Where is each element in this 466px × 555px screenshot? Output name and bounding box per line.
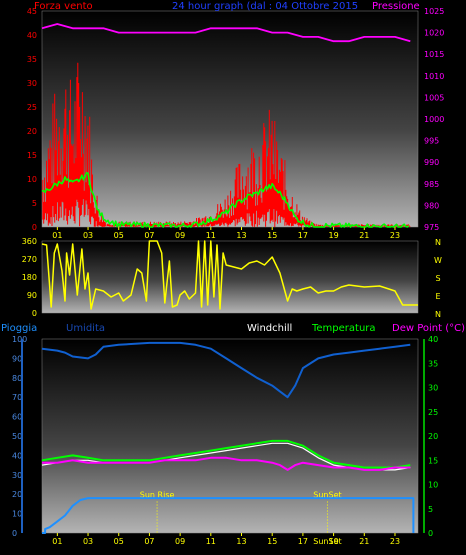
top-x-tick: 15 <box>267 231 277 240</box>
humidity-y-tick: 70 <box>12 393 22 402</box>
pressure-y-tick: 1015 <box>424 50 444 59</box>
humidity-y-tick: 40 <box>12 451 22 460</box>
temperature-y-tick: 15 <box>428 456 438 465</box>
humidity-y-tick: 20 <box>12 490 22 499</box>
windchill-axis-title: Windchill <box>247 323 292 334</box>
temperature-y-tick: 5 <box>428 505 433 514</box>
humidity-y-tick: 100 <box>12 335 27 344</box>
pressure-y-tick: 995 <box>424 137 439 146</box>
temperature-y-tick: 35 <box>428 359 438 368</box>
bottom-x-tick: 07 <box>144 537 154 546</box>
sunset-bottom-label: SunSet <box>313 537 341 546</box>
wind-y-tick: 0 <box>32 223 37 232</box>
pressure-y-tick: 1005 <box>424 93 444 102</box>
temperature-y-tick: 25 <box>428 408 438 417</box>
direction-y-tick: 180 <box>22 273 37 282</box>
axes-layer: 0510152025303540459759809859909951000100… <box>12 7 444 546</box>
dewpoint-series <box>42 456 411 471</box>
humidity-y-tick: 0 <box>12 529 17 538</box>
wind-y-tick: 5 <box>32 199 37 208</box>
pressure-y-tick: 980 <box>424 201 439 210</box>
direction-y-tick: 270 <box>22 255 37 264</box>
bottom-x-tick: 03 <box>83 537 93 546</box>
direction-y-tick: 90 <box>27 291 37 300</box>
pressure-series <box>41 23 411 43</box>
compass-label: W <box>434 256 442 265</box>
wind-axis-title: Forza vento <box>34 1 93 12</box>
top-x-tick: 21 <box>359 231 369 240</box>
wind-y-tick: 30 <box>27 79 37 88</box>
compass-label: N <box>435 238 441 247</box>
wind-y-tick: 25 <box>27 103 37 112</box>
top-x-tick: 01 <box>52 231 62 240</box>
bottom-x-tick: 09 <box>175 537 185 546</box>
top-x-tick: 07 <box>144 231 154 240</box>
pressure-y-tick: 985 <box>424 180 439 189</box>
top-x-tick: 17 <box>298 231 308 240</box>
top-x-tick: 13 <box>236 231 246 240</box>
humidity-y-tick: 10 <box>12 510 22 519</box>
bottom-panel-background <box>41 338 419 534</box>
humidity-y-tick: 90 <box>12 354 22 363</box>
sun-rise-label: Sun Rise <box>140 491 175 500</box>
rain-series <box>42 497 415 534</box>
bottom-x-tick: 05 <box>114 537 124 546</box>
top-x-tick: 19 <box>328 231 338 240</box>
temperature-y-tick: 20 <box>428 432 438 441</box>
temperature-series <box>41 439 411 469</box>
humidity-series <box>41 341 411 399</box>
direction-y-tick: 360 <box>22 237 37 246</box>
wind-y-tick: 15 <box>27 151 37 160</box>
pressure-y-tick: 990 <box>424 158 439 167</box>
temperature-y-tick: 30 <box>428 384 438 393</box>
wind-y-tick: 20 <box>27 127 37 136</box>
top-x-tick: 23 <box>390 231 400 240</box>
top-x-tick: 09 <box>175 231 185 240</box>
pressure-axis-title: Pressione <box>372 1 420 12</box>
pressure-y-tick: 1000 <box>424 115 444 124</box>
top-panel-background <box>41 10 419 228</box>
direction-y-tick: 0 <box>32 309 37 318</box>
bottom-x-tick: 01 <box>52 537 62 546</box>
pressure-y-tick: 1020 <box>424 29 444 38</box>
wind-y-tick: 40 <box>27 31 37 40</box>
wind-y-tick: 45 <box>27 7 37 16</box>
wind-average-series <box>41 171 410 228</box>
temperature-y-tick: 10 <box>428 481 438 490</box>
compass-label: E <box>435 292 440 301</box>
pressure-y-tick: 1010 <box>424 72 444 81</box>
mid-panel-background <box>41 240 419 314</box>
top-x-tick: 11 <box>206 231 216 240</box>
humidity-y-tick: 80 <box>12 374 22 383</box>
rain-axis-title: Pioggia <box>1 323 37 334</box>
humidity-y-tick: 30 <box>12 471 22 480</box>
bottom-x-tick: 23 <box>390 537 400 546</box>
pressure-y-tick: 975 <box>424 223 439 232</box>
wind-y-tick: 10 <box>27 175 37 184</box>
chart-title: 24 hour graph (dal : 04 Ottobre 2015 <box>172 1 358 12</box>
humidity-y-tick: 50 <box>12 432 22 441</box>
top-x-tick: 05 <box>114 231 124 240</box>
series-layer <box>41 23 418 534</box>
temperature-axis-title: Temperatura <box>311 323 376 334</box>
temperature-y-tick: 40 <box>428 335 438 344</box>
humidity-axis-title: Umidita <box>66 323 105 334</box>
wind-direction-series <box>41 240 418 310</box>
bottom-x-tick: 19 <box>328 537 338 546</box>
sun-set-label: SunSet <box>313 491 341 500</box>
top-x-tick: 03 <box>83 231 93 240</box>
compass-label: S <box>435 274 440 283</box>
bottom-x-tick: 17 <box>298 537 308 546</box>
bottom-x-tick: 15 <box>267 537 277 546</box>
bottom-x-tick: 11 <box>206 537 216 546</box>
bottom-x-tick: 21 <box>359 537 369 546</box>
dewpoint-axis-title: Dew Point (°C) <box>392 323 465 334</box>
humidity-y-tick: 60 <box>12 413 22 422</box>
compass-label: N <box>435 310 441 319</box>
temperature-y-tick: 0 <box>428 529 433 538</box>
pressure-y-tick: 1025 <box>424 7 444 16</box>
bottom-x-tick: 13 <box>236 537 246 546</box>
wind-y-tick: 35 <box>27 55 37 64</box>
